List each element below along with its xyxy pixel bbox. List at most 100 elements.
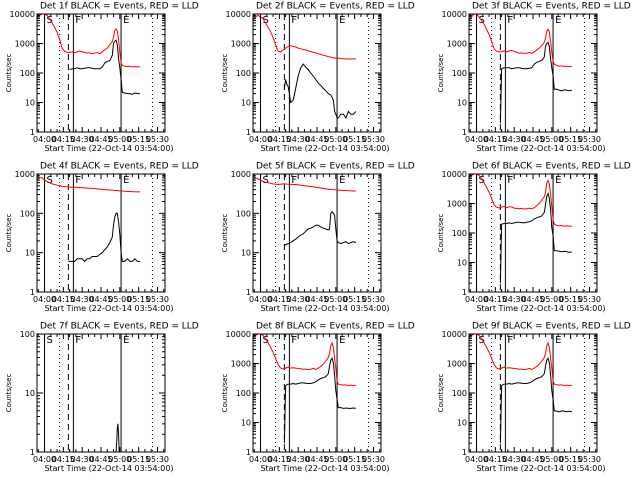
marker-letter: E <box>123 175 129 186</box>
x-tick-label: 04:00 <box>33 295 56 304</box>
events-series-line <box>115 423 120 452</box>
x-tick-label: 05:15 <box>559 455 582 464</box>
y-axis-label: Counts/sec <box>221 374 229 413</box>
panel-det-6: S F E11010010001000004:0004:1504:3004:4505… <box>437 162 631 313</box>
x-tick-label: 04:00 <box>465 135 488 144</box>
panel-title: Det 2f BLACK = Events, RED = LLD <box>256 2 415 12</box>
y-tick-label: 10000 <box>226 10 251 19</box>
marker-letter: E <box>339 175 345 186</box>
lld-series-line <box>469 174 572 227</box>
x-tick-label: 04:45 <box>89 295 112 304</box>
x-tick-label: 05:30 <box>146 135 169 144</box>
events-series-line <box>499 357 572 444</box>
marker-letter: S <box>479 335 485 346</box>
x-tick-label: 05:00 <box>324 295 347 304</box>
x-tick-label: 04:30 <box>503 135 526 144</box>
marker-letter: S <box>263 15 269 26</box>
y-axis-label: Counts/sec <box>437 54 445 93</box>
x-tick-label: 04:30 <box>71 295 94 304</box>
y-tick-label: 1000 <box>231 40 251 49</box>
x-axis-label: Start Time (22-Oct-14 03:54:00) <box>260 144 389 153</box>
marker-letter: F <box>75 335 81 346</box>
marker-letter: F <box>507 175 513 186</box>
y-tick-label: 100 <box>20 209 35 218</box>
panel-title: Det 3f BLACK = Events, RED = LLD <box>472 2 631 12</box>
x-tick-label: 05:00 <box>324 455 347 464</box>
y-tick-label: 10 <box>241 249 251 258</box>
x-tick-label: 04:00 <box>249 135 272 144</box>
y-tick-label: 10000 <box>10 10 35 19</box>
x-axis-label: Start Time (22-Oct-14 03:54:00) <box>44 304 173 313</box>
x-tick-label: 05:15 <box>127 295 150 304</box>
marker-letter: F <box>75 175 81 186</box>
x-tick-label: 05:30 <box>578 295 601 304</box>
x-tick-label: 05:00 <box>108 295 131 304</box>
x-tick-label: 05:00 <box>108 455 131 464</box>
x-tick-label: 04:15 <box>268 295 291 304</box>
x-tick-label: 05:15 <box>127 135 150 144</box>
x-tick-label: 05:15 <box>559 295 582 304</box>
x-tick-label: 04:45 <box>89 455 112 464</box>
marker-letter: E <box>555 175 561 186</box>
marker-letter: S <box>263 335 269 346</box>
panel-det-8: S F E11010010001000004:0004:1504:3004:4505… <box>221 322 415 473</box>
x-tick-label: 04:30 <box>287 295 310 304</box>
x-tick-label: 04:00 <box>33 455 56 464</box>
marker-letter: S <box>47 175 53 186</box>
x-axis-label: Start Time (22-Oct-14 03:54:00) <box>476 144 605 153</box>
x-tick-label: 05:30 <box>146 455 169 464</box>
x-tick-label: 04:15 <box>52 295 75 304</box>
marker-letter: E <box>555 335 561 346</box>
axis-frame <box>36 173 166 293</box>
x-tick-label: 04:45 <box>305 295 328 304</box>
x-tick-label: 04:30 <box>71 135 94 144</box>
x-tick-label: 05:00 <box>540 295 563 304</box>
y-tick-label: 100 <box>452 229 467 238</box>
y-tick-label: 100 <box>20 69 35 78</box>
x-tick-label: 05:30 <box>362 295 385 304</box>
y-tick-label: 1000 <box>15 170 35 179</box>
marker-letter: E <box>339 335 345 346</box>
marker-letter: E <box>339 15 345 26</box>
lld-series-line <box>469 14 572 68</box>
panel-det-1: S F E11010010001000004:0004:1504:3004:4505… <box>5 2 199 153</box>
x-tick-label: 05:00 <box>540 135 563 144</box>
x-tick-label: 04:00 <box>465 455 488 464</box>
y-axis-label: Counts/sec <box>437 374 445 413</box>
x-tick-label: 05:15 <box>559 135 582 144</box>
x-tick-label: 04:00 <box>249 295 272 304</box>
y-tick-label: 1000 <box>15 40 35 49</box>
marker-letter: E <box>123 335 129 346</box>
y-tick-label: 1 <box>30 128 35 137</box>
x-tick-label: 04:45 <box>305 135 328 144</box>
x-tick-label: 05:30 <box>362 135 385 144</box>
x-tick-label: 05:00 <box>108 135 131 144</box>
y-tick-label: 10000 <box>442 10 467 19</box>
y-tick-label: 10 <box>457 419 467 428</box>
marker-letter: S <box>47 335 53 346</box>
axis-frame <box>468 173 598 293</box>
events-series-line <box>499 191 573 284</box>
y-tick-label: 10000 <box>226 330 251 339</box>
x-axis-label: Start Time (22-Oct-14 03:54:00) <box>44 464 173 473</box>
marker-letter: F <box>291 335 297 346</box>
marker-letter: F <box>507 15 513 26</box>
panel-title: Det 6f BLACK = Events, RED = LLD <box>472 162 631 172</box>
x-tick-label: 04:45 <box>89 135 112 144</box>
y-tick-label: 1000 <box>447 360 467 369</box>
x-tick-label: 04:30 <box>287 135 310 144</box>
lld-series-line <box>253 14 356 60</box>
x-tick-label: 05:00 <box>324 135 347 144</box>
events-series-line <box>284 210 357 247</box>
y-tick-label: 10 <box>25 249 35 258</box>
x-tick-label: 04:15 <box>268 455 291 464</box>
y-tick-label: 1000 <box>231 170 251 179</box>
x-tick-label: 04:00 <box>249 455 272 464</box>
y-tick-label: 10000 <box>442 170 467 179</box>
x-tick-label: 05:15 <box>343 455 366 464</box>
events-series-line <box>499 41 572 124</box>
x-tick-label: 04:30 <box>503 295 526 304</box>
panel-det-3: S F E11010010001000004:0004:1504:3004:4505… <box>437 2 631 153</box>
x-tick-label: 04:15 <box>484 135 507 144</box>
y-tick-label: 100 <box>236 209 251 218</box>
